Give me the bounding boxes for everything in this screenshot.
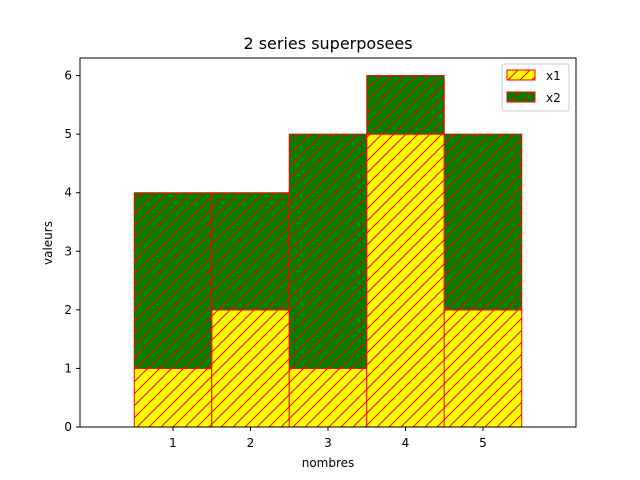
y-tick-label: 2 bbox=[64, 303, 72, 317]
x-tick-label: 3 bbox=[324, 436, 332, 450]
x-tick-label: 1 bbox=[169, 436, 177, 450]
bar-x2-1 bbox=[133, 192, 213, 369]
legend: x1 x2 bbox=[501, 63, 570, 112]
bar-x1-1 bbox=[133, 367, 213, 428]
bar-x1-4 bbox=[366, 133, 445, 428]
bar-x1-5 bbox=[443, 309, 523, 428]
y-tick-label: 5 bbox=[64, 127, 72, 141]
bar-x2-4 bbox=[366, 75, 445, 135]
bars-group bbox=[133, 75, 523, 428]
bar-x2-3 bbox=[288, 133, 368, 369]
legend-label-x1: x1 bbox=[546, 69, 561, 83]
x-axis-label: nombres bbox=[302, 456, 355, 470]
bar-x1-2 bbox=[211, 309, 290, 428]
legend-swatch-x2 bbox=[506, 91, 536, 103]
x-tick-label: 4 bbox=[402, 436, 410, 450]
y-tick-label: 6 bbox=[64, 69, 72, 83]
legend-label-x2: x2 bbox=[546, 91, 561, 105]
legend-swatch-x1 bbox=[506, 69, 536, 81]
y-tick-label: 1 bbox=[64, 361, 72, 375]
y-axis-label: valeurs bbox=[41, 221, 55, 265]
x-axis-ticks: 1 2 3 4 5 bbox=[169, 427, 487, 450]
y-tick-label: 4 bbox=[64, 186, 72, 200]
y-axis-ticks: 0 1 2 3 4 5 6 bbox=[64, 69, 80, 434]
bar-x2-5 bbox=[443, 133, 523, 311]
x-tick-label: 5 bbox=[479, 436, 487, 450]
bar-x2-2 bbox=[211, 192, 290, 311]
chart-title: 2 series superposees bbox=[243, 34, 412, 53]
bar-x1-3 bbox=[288, 367, 368, 428]
x-tick-label: 2 bbox=[247, 436, 255, 450]
y-tick-label: 3 bbox=[64, 244, 72, 258]
y-tick-label: 0 bbox=[64, 420, 72, 434]
